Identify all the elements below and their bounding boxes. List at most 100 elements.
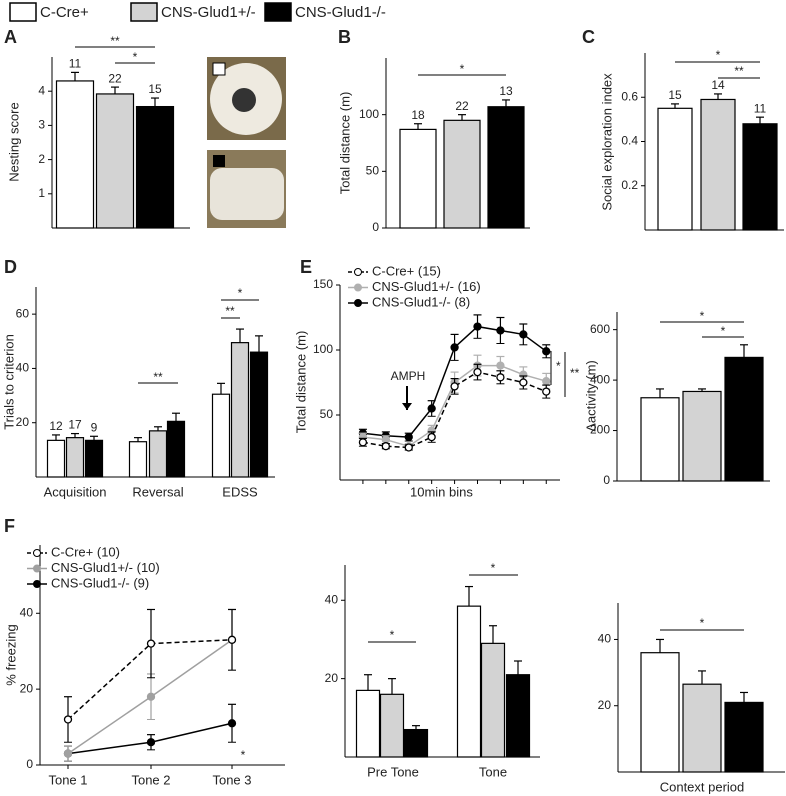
annotation: AMPH: [391, 369, 426, 383]
bar: [640, 652, 680, 773]
n-label: 14: [711, 78, 725, 92]
y-tick-label: 50: [320, 407, 334, 421]
legend-label: C-Cre+: [40, 4, 89, 21]
error-bar: [671, 103, 679, 109]
y-tick-label: 40: [325, 592, 339, 606]
bar: [724, 701, 764, 773]
y-tick-label: 0: [26, 757, 33, 771]
n-label: 11: [69, 57, 82, 71]
point: [496, 373, 505, 382]
point: [63, 749, 73, 758]
error-bar: [236, 328, 244, 343]
point: [473, 322, 482, 331]
y-tick-label: 20: [325, 671, 339, 685]
error-bar: [756, 116, 764, 124]
annotation: **: [110, 34, 120, 48]
x-tick-label: Tone 2: [131, 772, 170, 787]
error-bar: [134, 437, 142, 442]
bar: [55, 80, 95, 229]
error-bar: [71, 432, 79, 438]
panel-label: D: [4, 257, 17, 277]
n-label: 15: [668, 88, 682, 102]
y-tick-label: 2: [38, 152, 45, 166]
n-label: 22: [455, 99, 469, 113]
error-bar: [151, 97, 159, 107]
annotation: *: [390, 628, 395, 642]
legend-marker: [33, 564, 41, 573]
y-axis-label: Social exploration index: [599, 73, 614, 211]
bar: [84, 439, 104, 478]
line: [362, 371, 547, 449]
y-tick-label: 60: [16, 306, 30, 320]
error-bar: [740, 691, 748, 703]
annotation: *: [491, 561, 496, 575]
error-bar: [388, 678, 396, 695]
bar: [399, 128, 437, 229]
y-axis-label: Total distance (m): [293, 331, 308, 434]
bar: [128, 441, 148, 478]
x-tick-label: Tone: [479, 764, 507, 779]
legend-label: CNS-Glud1-/- (9): [51, 575, 149, 590]
bar: [46, 439, 66, 478]
error-bar: [217, 382, 225, 395]
n-label: 17: [68, 418, 82, 432]
x-tick-label: Acquisition: [44, 484, 107, 499]
x-tick-label: Tone 3: [212, 772, 251, 787]
annotation: *: [241, 748, 246, 762]
annotation: **: [153, 370, 163, 384]
y-tick-label: 0: [372, 220, 379, 234]
annotation: *: [460, 62, 465, 76]
arrow-head: [402, 403, 412, 410]
legend-label: C-Cre+ (10): [51, 544, 120, 559]
bar: [166, 420, 186, 478]
y-axis-label: Trials to criterion: [1, 334, 16, 430]
point: [473, 367, 482, 377]
error-bar: [698, 670, 706, 685]
point: [427, 432, 436, 442]
error-bar: [111, 86, 119, 94]
legend-label: CNS-Glud1+/-: [161, 4, 256, 21]
error-bar: [502, 99, 510, 107]
point: [519, 378, 528, 387]
y-tick-label: 200: [590, 423, 610, 437]
bar: [480, 642, 506, 758]
x-tick-label: Tone 1: [48, 772, 87, 787]
nest-photos: [207, 57, 286, 228]
legend-marker: [354, 268, 362, 276]
error-bar: [52, 434, 60, 441]
y-axis-label: Δactivity (m): [583, 360, 598, 432]
error-bar: [172, 412, 180, 422]
y-tick-label: 20: [20, 681, 34, 695]
annotation: **: [225, 304, 235, 318]
point: [542, 377, 551, 386]
point: [227, 719, 237, 728]
y-axis-label: Nesting score: [6, 102, 21, 181]
bar: [95, 93, 135, 229]
error-bar: [656, 638, 664, 653]
legend-swatch: [264, 2, 292, 22]
legend-marker: [354, 299, 362, 307]
y-tick-label: 0.6: [621, 89, 638, 103]
legend-marker: [33, 580, 41, 588]
legend-swatch: [9, 2, 37, 22]
annotation: *: [700, 616, 705, 630]
error-bar: [489, 625, 497, 644]
error-bar: [514, 660, 522, 675]
bar: [456, 605, 482, 758]
legend-label: CNS-Glud1+/- (10): [51, 560, 160, 575]
bar: [700, 98, 736, 231]
panel-label: B: [338, 27, 351, 47]
line: [67, 639, 233, 721]
error-bar: [714, 93, 722, 100]
point: [63, 715, 73, 724]
bar: [379, 693, 405, 758]
y-tick-label: 150: [313, 277, 333, 291]
y-tick-label: 4: [38, 83, 45, 97]
y-axis-label: % freezing: [3, 624, 18, 685]
y-tick-label: 1: [38, 186, 45, 200]
x-tick-label: EDSS: [222, 484, 258, 499]
x-tick-label: Reversal: [132, 484, 183, 499]
bar: [403, 728, 429, 758]
legend-marker: [354, 283, 362, 292]
legend-label: CNS-Glud1+/- (16): [372, 279, 481, 294]
